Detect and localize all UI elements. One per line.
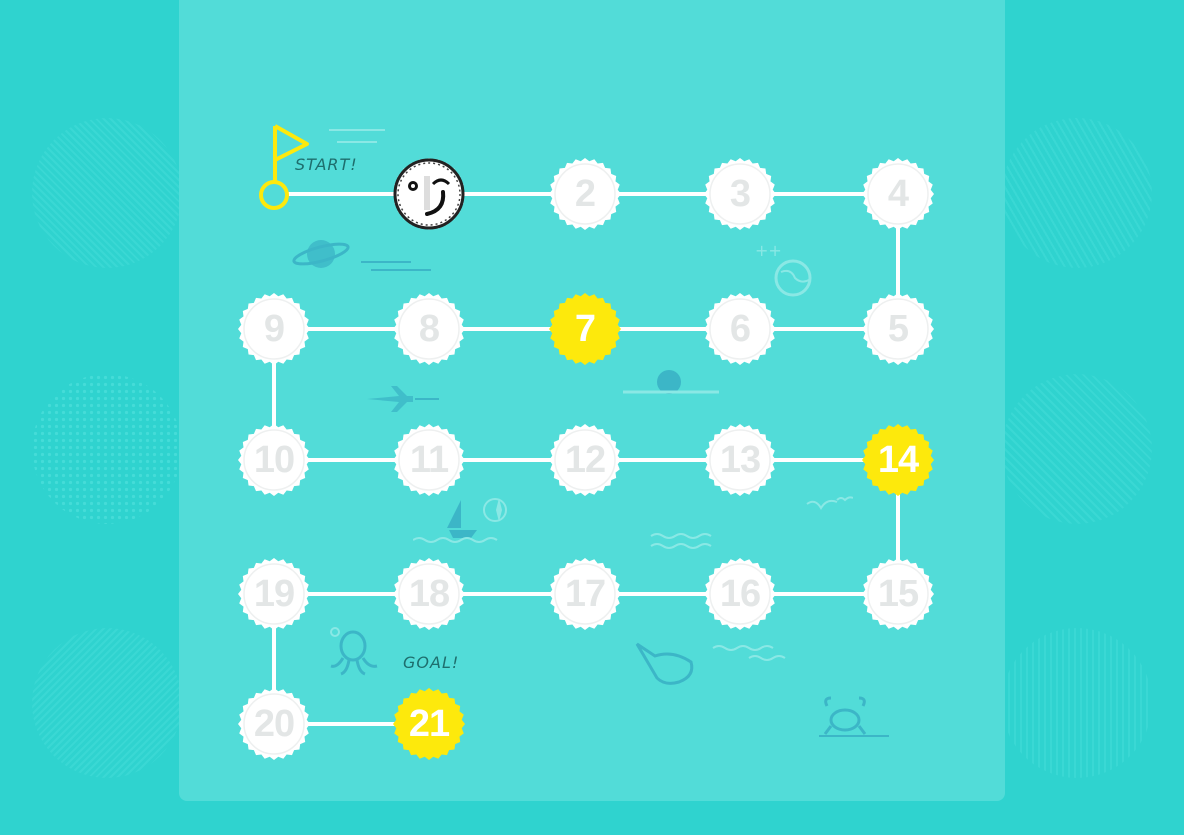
space-number: 6 [729,307,751,350]
deco-circle-right-3 [1002,628,1152,778]
board-space[interactable]: 2 [549,158,621,230]
space-number: 21 [408,702,450,745]
board-space[interactable]: 16 [704,558,776,630]
player-space[interactable] [393,158,465,230]
space-number: 4 [887,172,909,215]
space-number: 17 [564,572,606,615]
space-badge [704,158,776,230]
submarine-icon [623,370,719,394]
board-space[interactable]: 6 [704,293,776,365]
space-badge [862,158,934,230]
space-badge [549,424,621,496]
space-badge [862,424,934,496]
game-board: START! GOAL! ++ [179,0,1005,801]
space-number: 5 [887,307,909,350]
board-space[interactable]: 5 [862,293,934,365]
board-space[interactable]: 11 [393,424,465,496]
board-space[interactable]: 12 [549,424,621,496]
space-badge [862,293,934,365]
deco-circle-left-2 [32,374,182,524]
space-badge [549,293,621,365]
space-number: 2 [574,172,596,215]
space-badge [238,424,310,496]
flag-icon [259,124,309,210]
wave-icon [650,533,712,549]
board-space[interactable]: 15 [862,558,934,630]
smiley-icon [393,158,465,230]
board-space[interactable]: 18 [393,558,465,630]
space-number: 10 [253,438,295,481]
board-space[interactable]: 13 [704,424,776,496]
space-number: 9 [263,307,285,350]
board-space[interactable]: 14 [862,424,934,496]
globe-icon: ++ [755,241,812,297]
planet-icon [292,240,431,271]
goal-label: GOAL! [403,653,460,672]
board-space[interactable]: 20 [238,688,310,760]
board-space[interactable]: 7 [549,293,621,365]
space-badge [238,293,310,365]
sailboat-icon [413,498,507,543]
board-space[interactable]: 10 [238,424,310,496]
space-badge [704,558,776,630]
space-number: 12 [564,438,606,481]
crab-icon [819,696,889,737]
space-badge [393,558,465,630]
board-space[interactable]: 17 [549,558,621,630]
airplane-icon [367,386,439,412]
space-number: 20 [253,702,295,745]
space-badge [393,688,465,760]
svg-text:++: ++ [755,241,782,260]
space-badge [393,424,465,496]
space-number: 18 [408,572,450,615]
space-badge [549,158,621,230]
deco-circle-left-1 [32,118,182,268]
board-space[interactable]: 4 [862,158,934,230]
space-number: 7 [574,307,596,350]
board-space[interactable]: 3 [704,158,776,230]
space-badge [704,424,776,496]
space-number: 16 [719,572,761,615]
space-number: 13 [719,438,761,481]
space-badge [393,158,465,230]
space-badge [704,293,776,365]
board-space[interactable]: 9 [238,293,310,365]
sparkle-lines [329,129,385,143]
board-space[interactable]: 8 [393,293,465,365]
compass-icon [496,498,502,522]
space-number: 11 [409,438,449,481]
deco-circle-right-2 [1002,374,1152,524]
whale-icon [635,642,786,685]
deco-circle-left-3 [32,628,182,778]
space-number: 3 [729,172,751,215]
space-badge [862,558,934,630]
space-number: 15 [877,572,919,615]
space-badge [549,558,621,630]
deco-circle-right-1 [1002,118,1152,268]
space-number: 19 [253,572,295,615]
octopus-icon [330,627,378,676]
space-badge [238,688,310,760]
bird-icon [806,496,853,510]
board-space[interactable]: 19 [238,558,310,630]
space-badge [238,558,310,630]
start-label: START! [295,155,358,174]
space-badge [393,293,465,365]
space-number: 14 [877,438,919,481]
space-number: 8 [418,307,440,350]
goal-space[interactable]: 21 [393,688,465,760]
